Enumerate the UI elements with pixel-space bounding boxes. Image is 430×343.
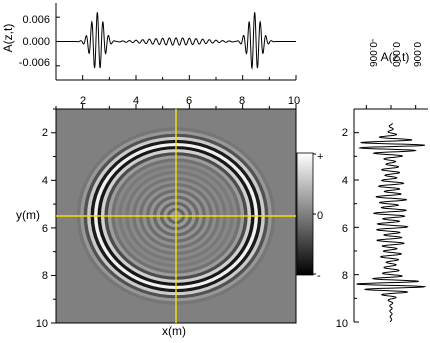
top-ytick-label: 0.000 [22,36,50,48]
side-ytick-label: 6 [342,223,348,235]
map-ylabel: y(m) [16,208,40,222]
side-ticks [354,105,417,323]
side-xtick-label: 0.006 [411,42,422,67]
side-ytick-label: 4 [342,175,348,187]
side-ytick-label: 8 [342,270,348,282]
colorbar-label-minus: - [317,270,321,282]
side-xtick-label: 0.000 [390,42,401,67]
map-ticks [51,104,297,324]
side-xtick-label: -0.006 [367,39,378,68]
side-trace-series-line [356,123,427,323]
top-trace-series-line [57,12,296,70]
x-tick-label: 4 [133,95,139,107]
top-ticks [55,16,297,80]
x-tick-label: 8 [239,95,245,107]
map-ytick-label: 6 [42,223,48,235]
map-ytick-label: 10 [36,318,48,330]
top-ytick-label: 0.006 [22,14,50,26]
x-tick-labels: 2 4 6 8 10 [80,95,300,107]
x-tick-label: 10 [288,95,300,107]
side-ytick-label: 2 [342,127,348,139]
colorbar-label-zero: 0 [317,210,323,222]
map-xlabel: x(m) [162,324,186,338]
top-trace-panel: 0.006 0.000 -0.006 A(z,t) [1,3,297,81]
side-xlabel: A(z,t) [381,50,410,64]
x-tick-label: 6 [186,95,192,107]
map-ytick-label: 2 [42,127,48,139]
wavefield-panel: 2 4 6 8 10 y(m) x(m) [16,104,297,338]
top-ylabel: A(z,t) [1,24,15,53]
map-ytick-label: 4 [42,175,48,187]
top-ytick-label: -0.006 [19,57,50,69]
side-trace-panel: A(z,t) -0.006 0.000 0.006 2 4 6 8 10 [336,39,428,330]
map-ytick-label: 8 [42,270,48,282]
side-ytick-label: 10 [336,318,348,330]
x-tick-label: 2 [80,95,86,107]
colorbar: + 0 - [296,151,323,282]
colorbar-gradient [296,152,314,276]
colorbar-label-plus: + [317,151,323,163]
